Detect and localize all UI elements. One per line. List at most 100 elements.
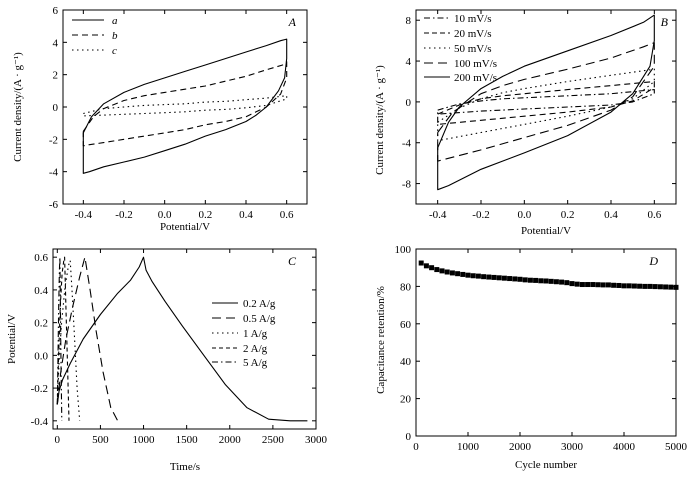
data-point xyxy=(621,283,627,289)
xtick-label: 4000 xyxy=(613,441,636,453)
data-point xyxy=(455,271,461,277)
ytick-label: 100 xyxy=(395,244,412,256)
panel-c-legend: 0.2 A/g 0.5 A/g 1 A/g 2 A/g 5 A/g xyxy=(212,298,276,369)
data-point xyxy=(564,280,570,286)
xtick-label: 3000 xyxy=(305,434,328,446)
legend-c-label-1: 0.2 A/g xyxy=(243,298,276,310)
xtick-label: 0 xyxy=(413,441,419,453)
ytick-label: -4 xyxy=(402,138,412,150)
data-point xyxy=(553,279,559,285)
ytick-label: 4 xyxy=(406,56,412,68)
xtick-label: 2500 xyxy=(262,434,285,446)
xtick-label: 0.2 xyxy=(198,209,212,221)
panel-d-xlabel: Cycle number xyxy=(515,459,577,471)
xtick-label: 0.0 xyxy=(158,209,172,221)
ytick-label: 0 xyxy=(406,431,412,443)
data-point xyxy=(491,274,497,280)
data-point xyxy=(439,268,445,274)
data-point xyxy=(429,265,435,271)
data-point xyxy=(673,284,679,290)
ytick-label: 0.4 xyxy=(34,285,48,297)
legend-b-label-2: 20 mV/s xyxy=(454,28,492,40)
panel-b-series-layer xyxy=(437,14,655,191)
ytick-label: 0 xyxy=(406,97,412,109)
ytick-label: -8 xyxy=(402,179,412,191)
xtick-label: -0.4 xyxy=(429,209,447,221)
panel-b-ylabel: Current density/(A · g⁻¹) xyxy=(374,65,386,175)
legend-b-label-4: 100 mV/s xyxy=(454,58,497,70)
data-point xyxy=(559,279,565,285)
panel-d-yticks: 0 20 40 60 80 100 xyxy=(395,244,676,443)
legend-b-label-1: 10 mV/s xyxy=(454,13,492,25)
legend-a-label-a: a xyxy=(112,15,118,27)
data-point xyxy=(527,277,533,283)
ytick-label: -0.4 xyxy=(31,416,49,428)
data-point xyxy=(605,282,611,288)
data-point xyxy=(663,284,669,290)
data-point xyxy=(460,271,466,277)
series-line-3 xyxy=(82,95,288,117)
xtick-label: 1000 xyxy=(457,441,480,453)
ytick-label: 6 xyxy=(53,5,59,17)
panel-b-legend: 10 mV/s 20 mV/s 50 mV/s 100 mV/s 200 mV/… xyxy=(424,13,497,84)
data-point xyxy=(574,281,580,287)
xtick-label: 0.0 xyxy=(517,209,531,221)
panel-a: A -0.4 -0.2 0.0 0.2 0.4 0.6 -6 -4 -2 0 2 4 6 Potent… xyxy=(12,5,308,233)
data-point xyxy=(512,276,518,282)
ytick-label: 2 xyxy=(53,70,59,82)
panel-c-xticks: 0 500 1000 1500 2000 2500 3000 xyxy=(55,249,328,446)
panel-b: B -0.4 -0.2 0.0 0.2 0.4 0.6 -8 -4 0 4 8 Potential… xyxy=(374,9,677,237)
ytick-label: -4 xyxy=(49,167,59,179)
legend-c-label-5: 5 A/g xyxy=(243,357,268,369)
panel-a-frame xyxy=(62,9,308,205)
series-line-2 xyxy=(82,61,288,147)
data-point xyxy=(642,283,648,289)
panel-b-xlabel: Potential/V xyxy=(521,225,571,237)
data-point xyxy=(652,284,658,290)
data-point xyxy=(475,273,481,279)
panel-b-yticks: -8 -4 0 4 8 xyxy=(402,15,676,191)
xtick-label: 0.4 xyxy=(604,209,618,221)
ytick-label: 0.0 xyxy=(34,350,48,362)
xtick-label: -0.4 xyxy=(75,209,93,221)
data-point xyxy=(418,260,424,266)
legend-c-label-4: 2 A/g xyxy=(243,343,268,355)
ytick-label: 4 xyxy=(53,37,59,49)
panel-d-frame xyxy=(415,248,677,437)
xtick-label: 0.4 xyxy=(239,209,253,221)
ytick-label: 20 xyxy=(400,394,412,406)
series-line-4 xyxy=(56,256,70,421)
panel-c-frame xyxy=(52,248,317,430)
data-point xyxy=(585,282,591,288)
data-point xyxy=(465,272,471,278)
ytick-label: 8 xyxy=(406,15,412,27)
panel-a-xticks: -0.4 -0.2 0.0 0.2 0.4 0.6 xyxy=(75,10,294,221)
panel-c-series-layer xyxy=(56,256,308,422)
data-point xyxy=(423,263,429,269)
data-point xyxy=(637,283,643,289)
data-point xyxy=(501,275,507,281)
xtick-label: 3000 xyxy=(561,441,584,453)
data-point xyxy=(481,274,487,280)
data-point xyxy=(543,278,549,284)
panel-d-label: D xyxy=(648,254,658,268)
data-point xyxy=(538,278,544,284)
xtick-label: 1000 xyxy=(133,434,156,446)
panel-a-yticks: -6 -4 -2 0 2 4 6 xyxy=(49,5,307,211)
legend-b-label-3: 50 mV/s xyxy=(454,43,492,55)
data-point xyxy=(631,283,637,289)
data-point xyxy=(507,276,513,282)
data-point xyxy=(647,283,653,289)
data-point xyxy=(496,275,502,281)
data-point xyxy=(522,277,528,283)
panel-c: C 0 500 1000 1500 2000 2500 3000 -0.4 -0.2 0.0 0.… xyxy=(6,248,328,473)
panel-d-series-layer xyxy=(418,260,679,290)
ytick-label: -2 xyxy=(49,134,58,146)
data-point xyxy=(626,283,632,289)
xtick-label: 0.6 xyxy=(280,209,294,221)
xtick-label: 5000 xyxy=(665,441,688,453)
data-point xyxy=(579,282,585,288)
data-point xyxy=(668,284,674,290)
panel-a-xlabel: Potential/V xyxy=(160,221,210,233)
